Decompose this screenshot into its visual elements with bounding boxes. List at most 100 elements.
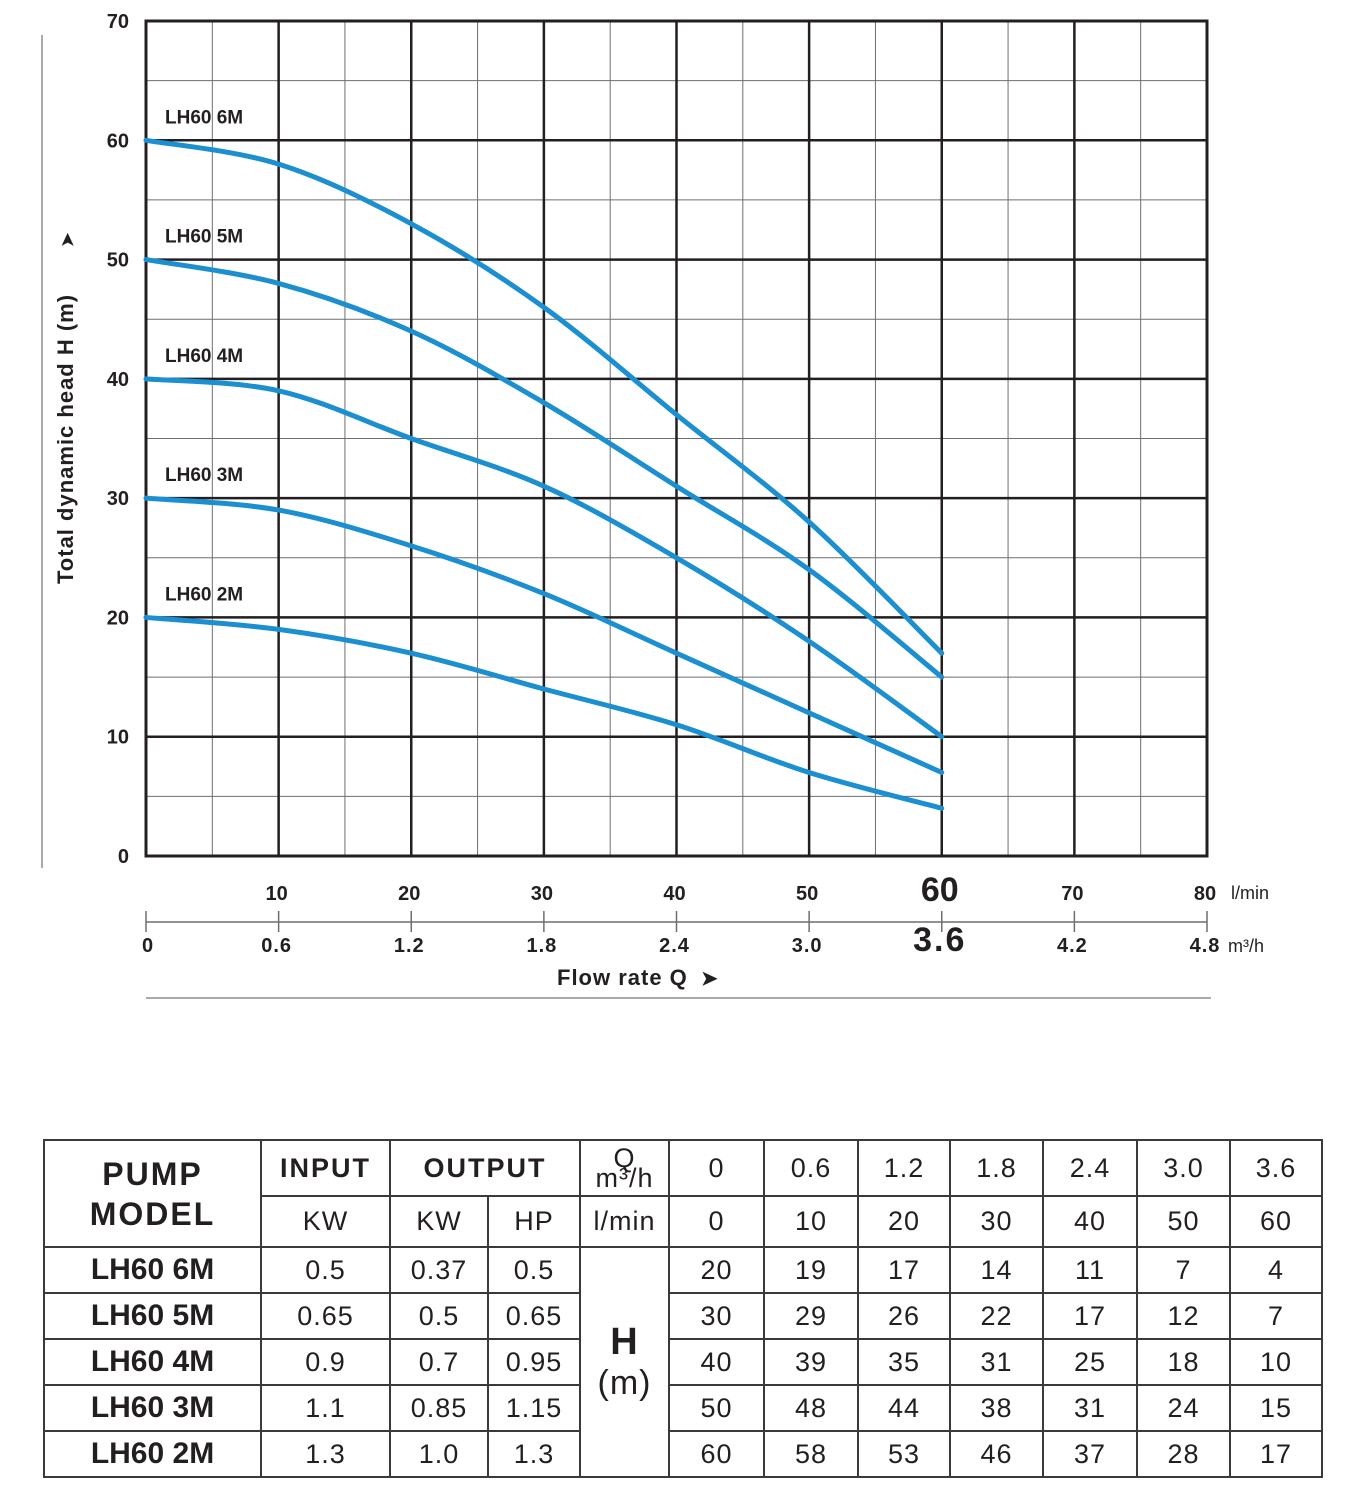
x-tick-label-m3h: 4.2 (1057, 935, 1088, 957)
head-cell: 17 (1229, 1430, 1323, 1478)
series-label: LH60 2M (165, 584, 243, 605)
head-cell: 46 (949, 1430, 1044, 1478)
x-tick-label-m3h: 0 (142, 935, 154, 957)
series-label: LH60 4M (165, 346, 243, 367)
output-kw-cell: 1.0 (389, 1430, 489, 1478)
x-tick-label-m3h: 0.6 (261, 935, 292, 957)
y-tick-label: 20 (107, 607, 129, 629)
y-tick-label: 40 (107, 369, 129, 391)
head-cell: 18 (1136, 1338, 1231, 1386)
head-cell: 31 (1042, 1384, 1138, 1432)
head-cell: 44 (857, 1384, 951, 1432)
series-label: LH60 5M (165, 227, 243, 248)
output-hp-cell: 1.15 (487, 1384, 581, 1432)
head-cell: 11 (1042, 1246, 1138, 1294)
q-m3h-cell: 2.4 (1042, 1139, 1138, 1197)
model-cell: LH60 5M (43, 1292, 262, 1340)
x-tick-label-lmin: 70 (1061, 883, 1083, 905)
head-cell: 37 (1042, 1430, 1138, 1478)
head-unit-cell: H (m) (579, 1246, 670, 1478)
head-cell: 26 (857, 1292, 951, 1340)
x-tick-label-m3h: 3.0 (792, 935, 823, 957)
series-line (143, 257, 945, 680)
series-line (143, 495, 945, 775)
y-tick-label: 50 (107, 250, 129, 272)
q-m3h-cell: 3.6 (1229, 1139, 1323, 1197)
x-tick-label-m3h: 3.6 (913, 921, 966, 959)
chart-curves (143, 137, 945, 811)
input-header: INPUT (260, 1139, 391, 1197)
output-hp-header: HP (487, 1195, 581, 1248)
head-cell: 7 (1136, 1246, 1231, 1294)
input-kw-cell: 1.1 (260, 1384, 391, 1432)
head-cell: 19 (763, 1246, 859, 1294)
q-lmin-cell: 60 (1229, 1195, 1323, 1248)
x-unit-lmin: l/min (1231, 883, 1269, 903)
series-line (143, 137, 945, 656)
x-tick-label-lmin: 80 (1194, 883, 1216, 905)
y-tick-label: 10 (107, 727, 129, 749)
output-header: OUTPUT (389, 1139, 581, 1197)
model-cell: LH60 4M (43, 1338, 262, 1386)
head-cell: 39 (763, 1338, 859, 1386)
input-kw-cell: 0.9 (260, 1338, 391, 1386)
q-lmin-header: l/min (579, 1195, 670, 1248)
output-kw-cell: 0.37 (389, 1246, 489, 1294)
head-cell: 53 (857, 1430, 951, 1478)
input-kw-header: KW (260, 1195, 391, 1248)
x-unit-m3h: m³/h (1228, 936, 1264, 956)
output-hp-cell: 0.65 (487, 1292, 581, 1340)
head-cell: 60 (668, 1430, 765, 1478)
table-row: LH60 6M 0.5 0.37 0.5 H (m) 20 19 17 14 11… (43, 1246, 1323, 1478)
q-m3h-cell: 1.2 (857, 1139, 951, 1197)
model-cell: LH60 3M (43, 1384, 262, 1432)
head-cell: 40 (668, 1338, 765, 1386)
q-m3h-cell: 0 (668, 1139, 765, 1197)
y-tick-label: 60 (107, 130, 129, 152)
head-cell: 58 (763, 1430, 859, 1478)
table-row: LH60 4M 0.9 0.7 0.95 40 39 35 31 25 18 1… (43, 1338, 1323, 1386)
head-cell: 48 (763, 1384, 859, 1432)
x-tick-label-m3h: 1.8 (526, 935, 557, 957)
x-axis-label: Flow rate Q (557, 965, 688, 990)
table-row: LH60 2M 1.3 1.0 1.3 60 58 53 46 37 28 17 (43, 1430, 1323, 1478)
x-tick-label-lmin: 40 (663, 883, 685, 905)
y-tick-label: 0 (118, 846, 129, 868)
x-tick-label-m3h: 2.4 (659, 935, 690, 957)
output-kw-cell: 0.7 (389, 1338, 489, 1386)
head-cell: 17 (857, 1246, 951, 1294)
q-lmin-cell: 0 (668, 1195, 765, 1248)
q-m3h-cell: 0.6 (763, 1139, 859, 1197)
head-cell: 20 (668, 1246, 765, 1294)
output-hp-cell: 0.95 (487, 1338, 581, 1386)
x-tick-label-lmin: 60 (921, 871, 959, 909)
x-tick-label-m3h: 4.8 (1190, 935, 1221, 957)
model-cell: LH60 6M (43, 1246, 262, 1294)
head-cell: 17 (1042, 1292, 1138, 1340)
head-cell: 28 (1136, 1430, 1231, 1478)
x-axis-arrow-icon: ➤ (701, 968, 718, 990)
head-cell: 35 (857, 1338, 951, 1386)
plot-frame (144, 19, 1209, 858)
series-label: LH60 3M (165, 465, 243, 486)
y-axis-label: Total dynamic head H (m) (53, 294, 78, 584)
curve-labels: LH60 6M LH60 5M LH60 4M LH60 3M LH60 2M (165, 107, 243, 605)
x-tick-label-lmin: 50 (796, 883, 818, 905)
x-tick-label-lmin: 10 (266, 883, 288, 905)
output-kw-header: KW (389, 1195, 489, 1248)
x-tick-label-lmin: 20 (398, 883, 420, 905)
y-tick-label: 70 (107, 11, 129, 33)
head-cell: 12 (1136, 1292, 1231, 1340)
head-cell: 22 (949, 1292, 1044, 1340)
head-cell: 29 (763, 1292, 859, 1340)
input-kw-cell: 1.3 (260, 1430, 391, 1478)
x-tick-label-lmin: 30 (531, 883, 553, 905)
head-cell: 15 (1229, 1384, 1323, 1432)
input-kw-cell: 0.65 (260, 1292, 391, 1340)
x-axis: 10 20 30 40 50 60 70 80 0 0.6 1.2 1.8 2.4 3.0 3.6 4.2 4.… (142, 871, 1221, 959)
head-cell: 50 (668, 1384, 765, 1432)
head-cell: 38 (949, 1384, 1044, 1432)
